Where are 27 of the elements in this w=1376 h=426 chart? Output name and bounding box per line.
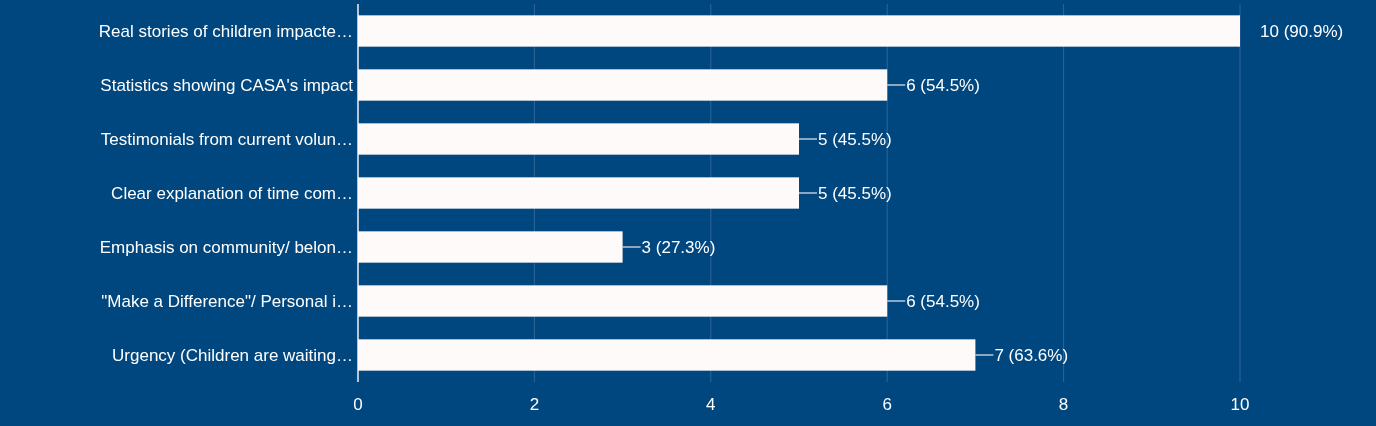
bar bbox=[358, 339, 976, 371]
y-tick-label: "Make a Difference"/ Personal i… bbox=[101, 291, 353, 311]
x-tick-label: 8 bbox=[1058, 395, 1069, 414]
data-label: 3 (27.3%) bbox=[641, 237, 716, 257]
bar bbox=[358, 15, 1240, 47]
y-tick-label: Clear explanation of time com… bbox=[111, 183, 353, 203]
x-tick-label: 6 bbox=[882, 395, 892, 414]
bar bbox=[358, 285, 888, 317]
y-tick-label: Statistics showing CASA's impact bbox=[100, 75, 354, 95]
x-tick-label: 0 bbox=[353, 395, 363, 414]
bar bbox=[358, 69, 888, 101]
data-label: 7 (63.6%) bbox=[994, 345, 1069, 365]
y-tick-label: Urgency (Children are waiting… bbox=[112, 345, 353, 365]
data-label: 6 (54.5%) bbox=[906, 75, 980, 95]
data-label: 5 (45.5%) bbox=[818, 183, 892, 203]
data-label: 6 (54.5%) bbox=[906, 291, 980, 311]
x-tick-label: 4 bbox=[706, 395, 716, 414]
y-tick-label: Emphasis on community/ belon… bbox=[99, 237, 353, 257]
y-tick-label: Real stories of children impacte… bbox=[98, 21, 353, 41]
data-label: 10 (90.9%) bbox=[1260, 21, 1344, 41]
x-tick-label: 10 bbox=[1230, 395, 1250, 414]
y-tick-label: Testimonials from current volun… bbox=[100, 129, 353, 149]
bar bbox=[358, 177, 799, 209]
bar bbox=[358, 123, 799, 155]
x-tick-label: 2 bbox=[529, 395, 540, 414]
data-label: 5 (45.5%) bbox=[818, 129, 892, 149]
bar bbox=[358, 231, 623, 263]
